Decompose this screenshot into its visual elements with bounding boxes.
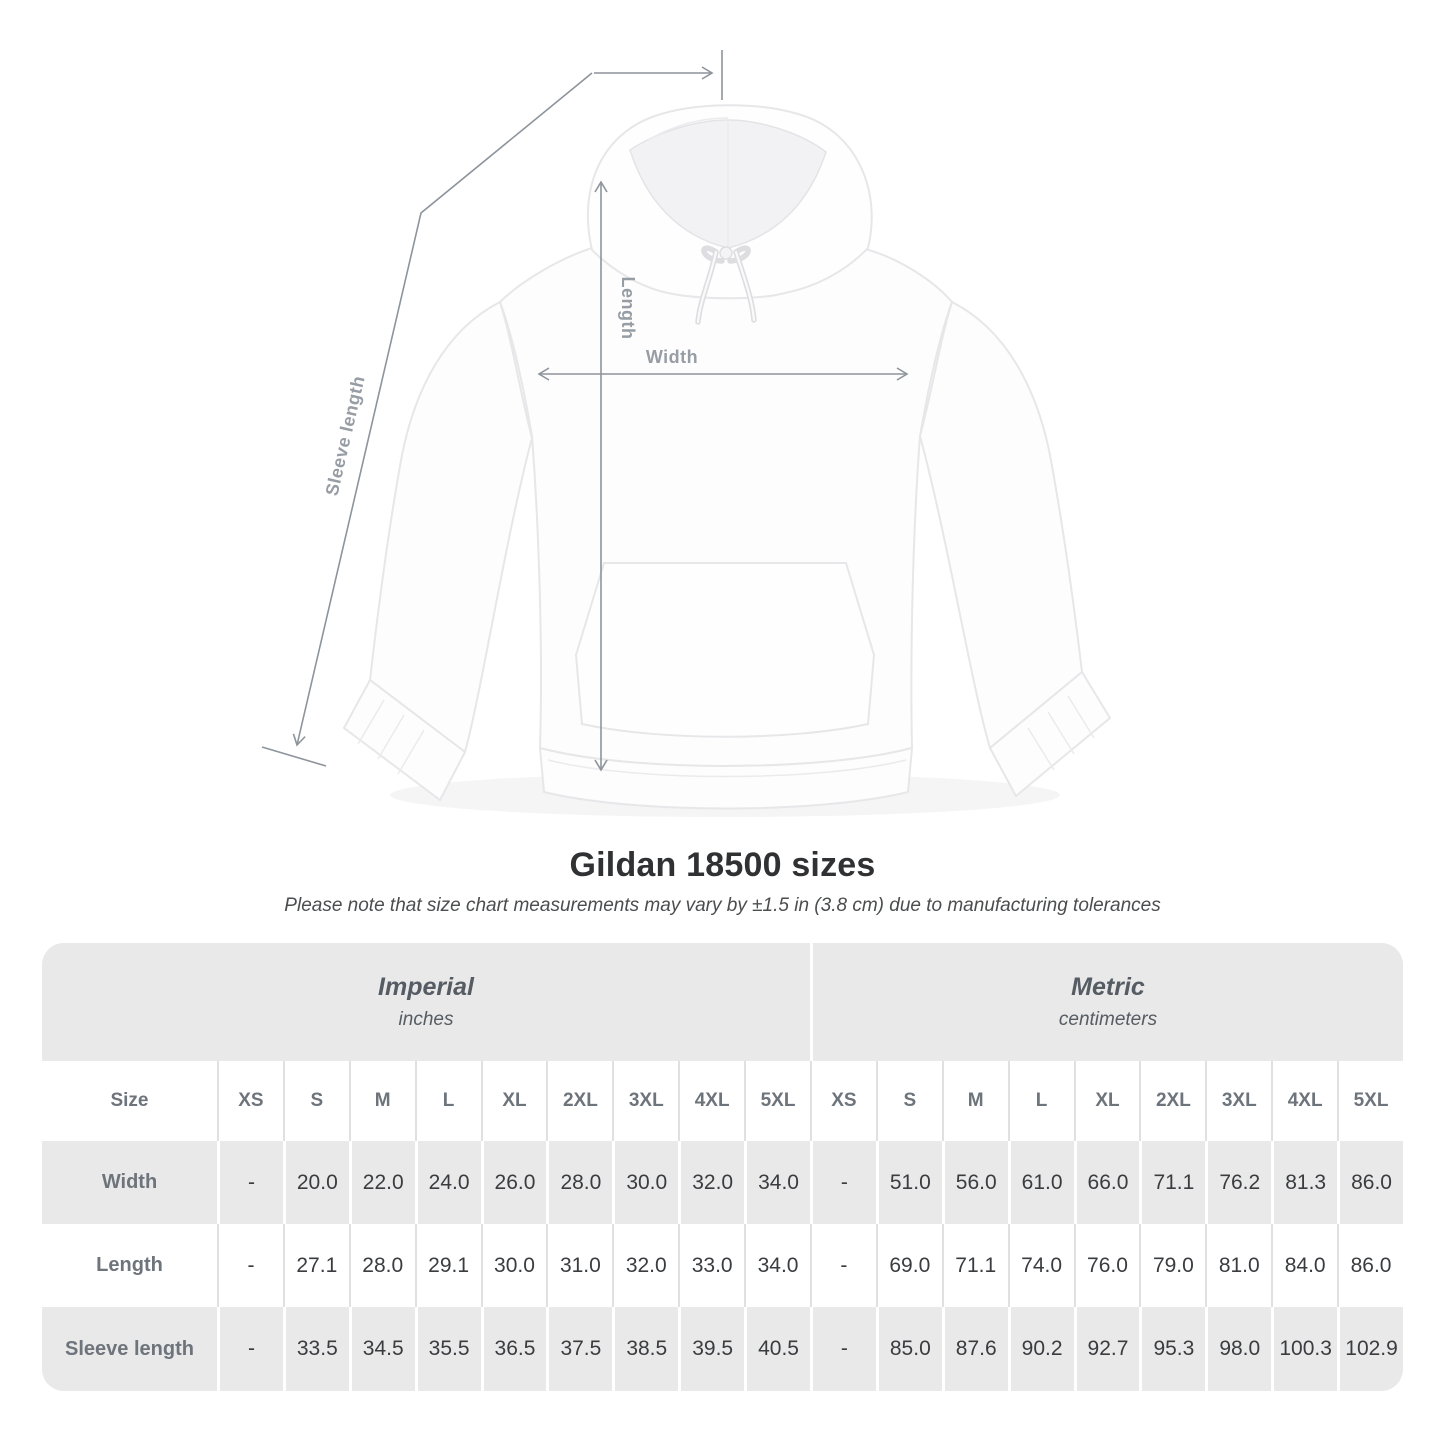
size-col-header-imperial-2xl: 2XL bbox=[546, 1061, 613, 1141]
cell-length-metric-2xl: 79.0 bbox=[1139, 1224, 1206, 1307]
hoodie-hem bbox=[538, 746, 914, 810]
size-col-header-imperial-3xl: 3XL bbox=[612, 1061, 679, 1141]
cell-width-metric-4xl: 81.3 bbox=[1271, 1141, 1338, 1224]
size-col-header-imperial-xs: XS bbox=[217, 1061, 283, 1141]
size-col-header-metric-xl: XL bbox=[1073, 1061, 1140, 1141]
cell-length-imperial-l: 29.1 bbox=[414, 1224, 481, 1307]
cell-sleeve-length-metric-m: 87.6 bbox=[941, 1307, 1008, 1391]
size-col-header-metric-s: S bbox=[875, 1061, 942, 1141]
cell-length-imperial-3xl: 32.0 bbox=[612, 1224, 679, 1307]
row-label-length: Length bbox=[42, 1224, 217, 1307]
cell-length-metric-xs: - bbox=[809, 1224, 876, 1307]
cell-sleeve-length-imperial-3xl: 38.5 bbox=[612, 1307, 679, 1391]
size-col-header-metric-2xl: 2XL bbox=[1139, 1061, 1206, 1141]
size-col-header-metric-xs: XS bbox=[809, 1061, 876, 1141]
cell-width-metric-2xl: 71.1 bbox=[1139, 1141, 1206, 1224]
cell-length-imperial-xs: - bbox=[217, 1224, 283, 1307]
size-header-cell: Size bbox=[42, 1061, 217, 1141]
hoodie-size-diagram: Length Width Sleeve length bbox=[261, 50, 1112, 810]
cell-length-metric-4xl: 84.0 bbox=[1271, 1224, 1338, 1307]
cell-sleeve-length-metric-l: 90.2 bbox=[1007, 1307, 1074, 1391]
hoodie-left-cuff bbox=[342, 678, 467, 802]
cell-width-imperial-m: 22.0 bbox=[348, 1141, 415, 1224]
cell-length-metric-xl: 76.0 bbox=[1073, 1224, 1140, 1307]
cell-width-metric-m: 56.0 bbox=[941, 1141, 1008, 1224]
size-col-header-metric-4xl: 4XL bbox=[1271, 1061, 1338, 1141]
unit-header-metric-sub: centimeters bbox=[1058, 1009, 1158, 1030]
unit-header-imperial-sub: inches bbox=[398, 1009, 454, 1030]
size-col-header-metric-3xl: 3XL bbox=[1205, 1061, 1272, 1141]
page-title: Gildan 18500 sizes bbox=[569, 846, 876, 884]
cell-sleeve-length-imperial-xs: - bbox=[217, 1307, 283, 1391]
cell-length-imperial-m: 28.0 bbox=[348, 1224, 415, 1307]
cell-width-metric-3xl: 76.2 bbox=[1205, 1141, 1272, 1224]
hoodie-left-sleeve bbox=[368, 300, 534, 754]
cell-length-imperial-5xl: 34.0 bbox=[744, 1224, 810, 1307]
unit-header-imperial: Imperial inches bbox=[42, 943, 810, 1061]
cell-length-imperial-s: 27.1 bbox=[282, 1224, 349, 1307]
cell-sleeve-length-metric-s: 85.0 bbox=[875, 1307, 942, 1391]
size-table: Imperial inches Metric centimeters Size X… bbox=[42, 943, 1403, 1391]
cell-length-metric-m: 71.1 bbox=[941, 1224, 1008, 1307]
cell-sleeve-length-imperial-s: 33.5 bbox=[282, 1307, 349, 1391]
cell-width-imperial-2xl: 28.0 bbox=[546, 1141, 613, 1224]
sleeve-length-label: Sleeve length bbox=[322, 374, 369, 498]
cell-length-imperial-2xl: 31.0 bbox=[546, 1224, 613, 1307]
cell-sleeve-length-metric-xl: 92.7 bbox=[1073, 1307, 1140, 1391]
cell-sleeve-length-metric-5xl: 102.9 bbox=[1337, 1307, 1403, 1391]
cell-sleeve-length-metric-2xl: 95.3 bbox=[1139, 1307, 1206, 1391]
length-label: Length bbox=[618, 277, 638, 340]
cell-length-metric-5xl: 86.0 bbox=[1337, 1224, 1403, 1307]
cell-length-imperial-4xl: 33.0 bbox=[678, 1224, 745, 1307]
unit-header-metric: Metric centimeters bbox=[809, 943, 1403, 1061]
cell-sleeve-length-metric-xs: - bbox=[809, 1307, 876, 1391]
hoodie-right-cuff bbox=[988, 670, 1112, 798]
size-col-header-imperial-s: S bbox=[282, 1061, 349, 1141]
cell-sleeve-length-metric-3xl: 98.0 bbox=[1205, 1307, 1272, 1391]
size-col-header-imperial-xl: XL bbox=[480, 1061, 547, 1141]
cell-width-metric-s: 51.0 bbox=[875, 1141, 942, 1224]
size-col-header-metric-m: M bbox=[941, 1061, 1008, 1141]
row-label-width: Width bbox=[42, 1141, 217, 1224]
cell-sleeve-length-imperial-2xl: 37.5 bbox=[546, 1307, 613, 1391]
hoodie-drawstrings bbox=[695, 245, 757, 325]
cell-width-imperial-l: 24.0 bbox=[414, 1141, 481, 1224]
cell-width-imperial-5xl: 34.0 bbox=[744, 1141, 810, 1224]
page-subtitle: Please note that size chart measurements… bbox=[284, 895, 1161, 916]
size-col-header-imperial-5xl: 5XL bbox=[744, 1061, 810, 1141]
cell-length-metric-3xl: 81.0 bbox=[1205, 1224, 1272, 1307]
cell-width-imperial-xl: 26.0 bbox=[480, 1141, 547, 1224]
cell-width-metric-5xl: 86.0 bbox=[1337, 1141, 1403, 1224]
size-col-header-imperial-4xl: 4XL bbox=[678, 1061, 745, 1141]
cell-sleeve-length-imperial-5xl: 40.5 bbox=[744, 1307, 810, 1391]
size-col-header-metric-l: L bbox=[1007, 1061, 1074, 1141]
cell-width-metric-l: 61.0 bbox=[1007, 1141, 1074, 1224]
cell-width-metric-xs: - bbox=[809, 1141, 876, 1224]
size-chart-section: Gildan 18500 sizes Please note that size… bbox=[0, 846, 1445, 1391]
size-col-header-imperial-l: L bbox=[414, 1061, 481, 1141]
cell-sleeve-length-imperial-m: 34.5 bbox=[348, 1307, 415, 1391]
cell-width-imperial-s: 20.0 bbox=[282, 1141, 349, 1224]
cell-length-metric-s: 69.0 bbox=[875, 1224, 942, 1307]
cell-sleeve-length-imperial-l: 35.5 bbox=[414, 1307, 481, 1391]
hoodie-right-sleeve bbox=[918, 300, 1084, 750]
cell-width-imperial-xs: - bbox=[217, 1141, 283, 1224]
cell-sleeve-length-imperial-xl: 36.5 bbox=[480, 1307, 547, 1391]
row-label-sleeve-length: Sleeve length bbox=[42, 1307, 217, 1391]
cell-sleeve-length-metric-4xl: 100.3 bbox=[1271, 1307, 1338, 1391]
size-col-header-imperial-m: M bbox=[348, 1061, 415, 1141]
width-label: Width bbox=[646, 347, 698, 367]
cell-width-metric-xl: 66.0 bbox=[1073, 1141, 1140, 1224]
cell-width-imperial-4xl: 32.0 bbox=[678, 1141, 745, 1224]
hoodie-illustration bbox=[342, 104, 1112, 810]
unit-header-metric-label: Metric bbox=[1071, 973, 1145, 1001]
unit-header-imperial-label: Imperial bbox=[378, 973, 474, 1001]
cell-length-metric-l: 74.0 bbox=[1007, 1224, 1074, 1307]
cell-width-imperial-3xl: 30.0 bbox=[612, 1141, 679, 1224]
hoodie-pocket bbox=[574, 562, 876, 738]
cell-length-imperial-xl: 30.0 bbox=[480, 1224, 547, 1307]
cell-sleeve-length-imperial-4xl: 39.5 bbox=[678, 1307, 745, 1391]
sleeve-length-arrow bbox=[261, 50, 723, 767]
size-col-header-metric-5xl: 5XL bbox=[1337, 1061, 1403, 1141]
